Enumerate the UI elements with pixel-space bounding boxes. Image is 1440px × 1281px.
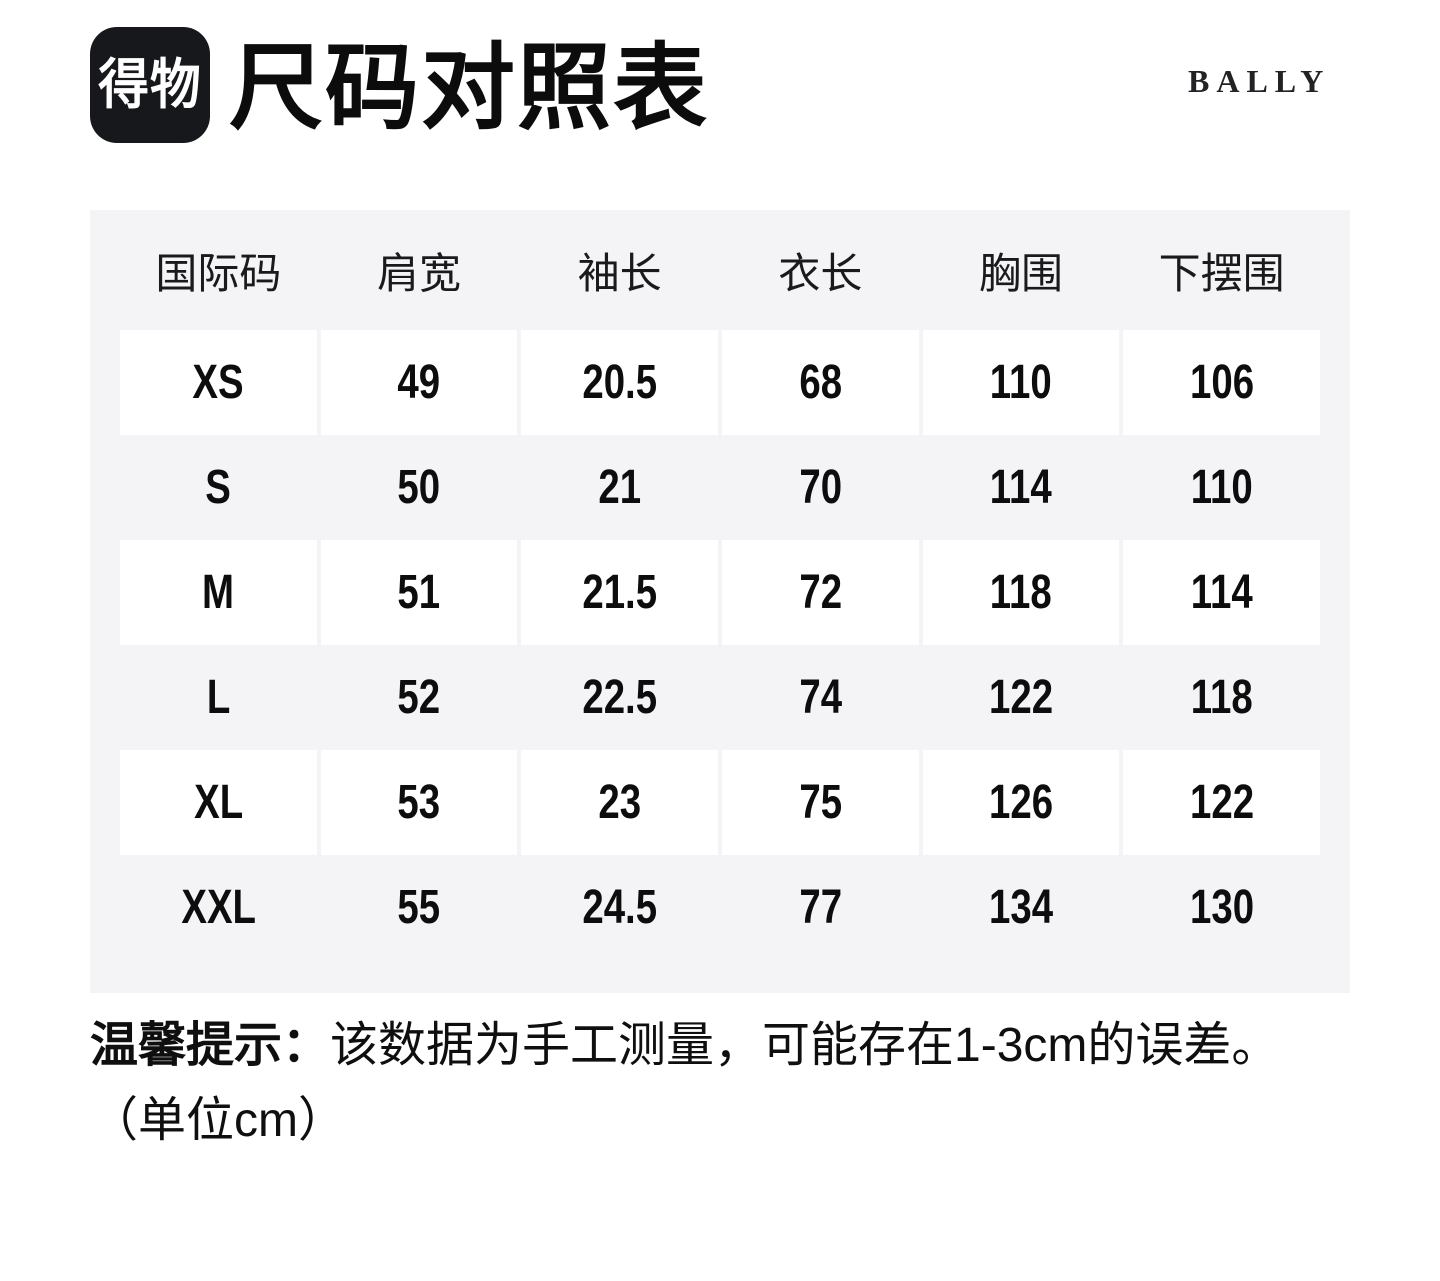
value-cell-label: 52 bbox=[397, 671, 441, 724]
column-header: 胸围 bbox=[923, 210, 1120, 330]
size-chart-table: 国际码 肩宽 袖长 衣长 胸围 下摆围 XS 49 20.5 68 110 106 S 50 21 70 114… bbox=[90, 210, 1350, 993]
value-cell-label: 114 bbox=[990, 461, 1052, 514]
column-header: 袖长 bbox=[521, 210, 718, 330]
value-cell-label: 75 bbox=[798, 776, 842, 829]
value-cell: 118 bbox=[922, 540, 1120, 645]
size-cell: L bbox=[120, 645, 317, 750]
page-title: 尺码对照表 bbox=[229, 35, 710, 140]
value-cell: 24.5 bbox=[521, 855, 718, 960]
column-header: 肩宽 bbox=[321, 210, 518, 330]
value-cell: 118 bbox=[1123, 645, 1320, 750]
value-cell: 68 bbox=[722, 330, 919, 435]
value-cell: 53 bbox=[320, 750, 518, 855]
size-cell-label: XXL bbox=[180, 881, 256, 934]
size-cell-label: XL bbox=[193, 776, 243, 829]
size-cell-label: L bbox=[206, 671, 231, 724]
value-cell: 52 bbox=[321, 645, 518, 750]
value-cell: 110 bbox=[922, 330, 1120, 435]
value-cell-label: 106 bbox=[1189, 356, 1254, 409]
value-cell: 122 bbox=[1123, 750, 1320, 855]
value-cell: 77 bbox=[722, 855, 919, 960]
value-cell: 114 bbox=[1123, 540, 1320, 645]
value-cell: 74 bbox=[722, 645, 919, 750]
value-cell-label: 110 bbox=[990, 356, 1052, 409]
dewu-logo: 得物 bbox=[90, 27, 210, 143]
footnote-label: 温馨提示： bbox=[90, 1019, 331, 1072]
value-cell: 21.5 bbox=[521, 540, 718, 645]
size-cell: XXL bbox=[120, 855, 317, 960]
value-cell: 106 bbox=[1123, 330, 1320, 435]
column-header-label: 袖长 bbox=[577, 249, 662, 297]
size-cell-label: M bbox=[202, 566, 235, 619]
value-cell-label: 130 bbox=[1189, 881, 1254, 934]
column-header-label: 衣长 bbox=[778, 249, 863, 297]
column-header: 国际码 bbox=[120, 210, 317, 330]
value-cell: 51 bbox=[320, 540, 518, 645]
size-cell-label: S bbox=[205, 461, 232, 514]
value-cell-label: 53 bbox=[397, 776, 441, 829]
value-cell: 126 bbox=[922, 750, 1120, 855]
value-cell-label: 77 bbox=[798, 881, 842, 934]
footnote-line1: 温馨提示：该数据为手工测量，可能存在1-3cm的误差。 bbox=[90, 1008, 1370, 1083]
size-cell-label: XS bbox=[192, 356, 244, 409]
value-cell: 122 bbox=[923, 645, 1120, 750]
value-cell-label: 55 bbox=[397, 881, 441, 934]
value-cell-label: 70 bbox=[798, 461, 842, 514]
value-cell: 20.5 bbox=[521, 330, 718, 435]
value-cell-label: 22.5 bbox=[582, 671, 658, 724]
value-cell-label: 122 bbox=[1189, 776, 1254, 829]
value-cell-label: 118 bbox=[990, 566, 1052, 619]
value-cell: 75 bbox=[722, 750, 919, 855]
footnote: 温馨提示：该数据为手工测量，可能存在1-3cm的误差。 （单位cm） bbox=[90, 1008, 1370, 1158]
value-cell-label: 74 bbox=[798, 671, 842, 724]
value-cell-label: 21 bbox=[598, 461, 642, 514]
value-cell-label: 118 bbox=[1190, 671, 1253, 724]
value-cell-label: 134 bbox=[988, 881, 1054, 934]
size-cell: S bbox=[120, 435, 317, 540]
value-cell-label: 68 bbox=[798, 356, 842, 409]
value-cell: 49 bbox=[320, 330, 518, 435]
column-header-label: 下摆围 bbox=[1158, 249, 1285, 297]
value-cell-label: 24.5 bbox=[582, 881, 658, 934]
value-cell: 114 bbox=[923, 435, 1120, 540]
value-cell: 130 bbox=[1123, 855, 1320, 960]
column-header-label: 国际码 bbox=[155, 249, 282, 297]
value-cell: 22.5 bbox=[521, 645, 718, 750]
dewu-logo-text: 得物 bbox=[98, 55, 202, 115]
value-cell: 134 bbox=[923, 855, 1120, 960]
value-cell: 70 bbox=[722, 435, 919, 540]
value-cell-label: 51 bbox=[397, 566, 441, 619]
size-cell: XS bbox=[120, 330, 317, 435]
value-cell-label: 23 bbox=[598, 776, 642, 829]
footnote-text: 该数据为手工测量，可能存在1-3cm的误差。 bbox=[330, 1019, 1280, 1072]
value-cell-label: 72 bbox=[798, 566, 842, 619]
value-cell-label: 49 bbox=[397, 356, 441, 409]
value-cell-label: 126 bbox=[988, 776, 1054, 829]
column-header-label: 胸围 bbox=[978, 249, 1063, 297]
size-cell: M bbox=[120, 540, 317, 645]
value-cell-label: 20.5 bbox=[582, 356, 658, 409]
value-cell: 110 bbox=[1123, 435, 1320, 540]
value-cell: 50 bbox=[321, 435, 518, 540]
value-cell: 72 bbox=[722, 540, 919, 645]
value-cell-label: 50 bbox=[397, 461, 441, 514]
column-header: 下摆围 bbox=[1123, 210, 1320, 330]
value-cell-label: 114 bbox=[1190, 566, 1253, 619]
value-cell-label: 21.5 bbox=[582, 566, 658, 619]
value-cell: 23 bbox=[521, 750, 718, 855]
value-cell: 55 bbox=[321, 855, 518, 960]
value-cell-label: 122 bbox=[988, 671, 1054, 724]
bally-brand-logo: BALLY bbox=[1188, 63, 1331, 99]
column-header-label: 肩宽 bbox=[376, 249, 461, 297]
value-cell: 21 bbox=[521, 435, 718, 540]
footnote-unit: （单位cm） bbox=[90, 1094, 346, 1147]
column-header: 衣长 bbox=[722, 210, 919, 330]
value-cell-label: 110 bbox=[1190, 461, 1253, 514]
size-cell: XL bbox=[120, 750, 317, 855]
